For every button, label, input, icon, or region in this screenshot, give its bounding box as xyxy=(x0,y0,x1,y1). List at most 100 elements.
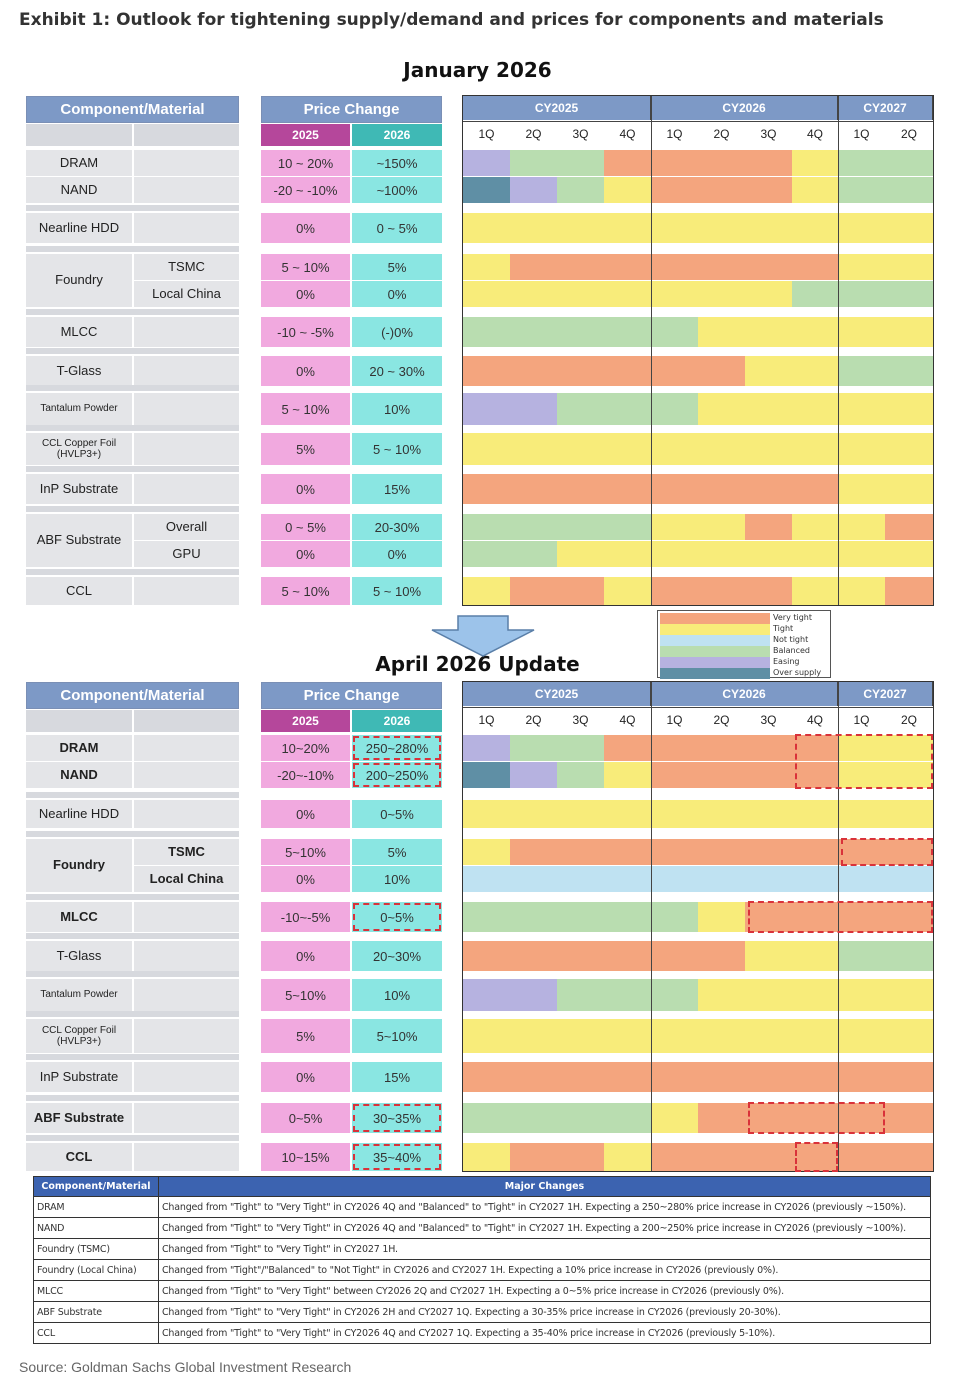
timeline-cell xyxy=(463,1019,510,1053)
price-2025: 0~5% xyxy=(261,1103,350,1133)
year-header: CY2025 xyxy=(463,682,651,706)
timeline-cell xyxy=(604,541,651,567)
timeline-cell xyxy=(698,254,745,280)
timeline-cell xyxy=(463,356,510,386)
timeline-cell xyxy=(651,393,698,425)
price-2025: 0% xyxy=(261,281,350,307)
changes-header-component: Component/Material xyxy=(33,1176,159,1197)
timeline-cell xyxy=(792,941,838,971)
row-subname: TSMC xyxy=(134,254,239,280)
timeline-cell xyxy=(885,281,933,307)
timeline-cell xyxy=(885,577,933,605)
quarter-label: 2Q xyxy=(900,713,917,727)
row-separator xyxy=(26,425,239,431)
timeline-cell xyxy=(885,474,933,504)
row-blank xyxy=(134,941,239,971)
timeline-cell xyxy=(510,1019,557,1053)
change-highlight xyxy=(748,901,933,933)
price-2025: 10~15% xyxy=(261,1143,350,1171)
component-subheader xyxy=(134,124,239,146)
timeline-cell xyxy=(604,213,651,243)
timeline-cell xyxy=(463,1062,510,1092)
legend-label: Over supply xyxy=(773,668,822,677)
price-2025: 0% xyxy=(261,1062,350,1092)
timeline-cell xyxy=(698,941,745,971)
timeline-cell xyxy=(651,866,698,892)
timeline-cell xyxy=(463,735,510,761)
timeline-cell xyxy=(698,800,745,828)
price-2025: 0% xyxy=(261,356,350,386)
timeline-cell xyxy=(792,541,838,567)
timeline-cell xyxy=(885,213,933,243)
changes-table: Component/Material Major Changes DRAM Cha… xyxy=(33,1176,931,1344)
timeline-cell xyxy=(651,1062,698,1092)
timeline-cell xyxy=(557,514,604,540)
timeline-cell xyxy=(510,1143,557,1171)
timeline-cell xyxy=(463,941,510,971)
changes-text: Changed from "Tight" to "Very Tight" in … xyxy=(158,1238,931,1260)
row-name: CCL xyxy=(26,577,132,605)
timeline-cell xyxy=(604,1103,651,1133)
legend-swatch xyxy=(660,613,770,624)
row-name: ABF Substrate xyxy=(26,1103,132,1133)
timeline-cell xyxy=(557,177,604,203)
timeline-cell xyxy=(838,317,885,347)
timeline-cell xyxy=(510,356,557,386)
legend-label: Balanced xyxy=(773,646,810,655)
quarter-label: 1Q xyxy=(478,127,495,141)
price-2025: 5 ~ 10% xyxy=(261,577,350,605)
row-subname: TSMC xyxy=(134,839,239,865)
timeline-cell xyxy=(792,577,838,605)
timeline-cell xyxy=(463,393,510,425)
price-2025: 10~20% xyxy=(261,735,350,761)
quarter-label: 4Q xyxy=(806,713,823,727)
timeline-cell xyxy=(698,979,745,1011)
timeline-cell xyxy=(698,177,745,203)
changes-component: MLCC xyxy=(33,1280,159,1302)
timeline-cell xyxy=(745,254,792,280)
row-blank xyxy=(134,317,239,347)
timeline-cell xyxy=(651,1103,698,1133)
timeline-cell xyxy=(604,902,651,932)
timeline-cell xyxy=(651,281,698,307)
timeline-cell xyxy=(510,839,557,865)
timeline-cell xyxy=(604,177,651,203)
legend: Very tight Tight Not tight Balanced Easing Ov… xyxy=(657,610,831,679)
timeline-cell xyxy=(792,735,838,761)
price-year-2026: 2026 xyxy=(352,710,442,732)
timeline-cell xyxy=(838,1019,885,1053)
exhibit-title: Exhibit 1: Outlook for tightening supply… xyxy=(19,10,884,30)
changes-component: NAND xyxy=(33,1217,159,1239)
timeline-cell xyxy=(510,317,557,347)
timeline-cell xyxy=(557,356,604,386)
changes-text: Changed from "Tight" to "Very Tight" in … xyxy=(158,1196,931,1218)
row-name: Tantalum Powder xyxy=(26,979,132,1011)
change-highlight xyxy=(795,734,933,789)
timeline-cell xyxy=(698,839,745,865)
year-divider xyxy=(651,682,652,1171)
changes-text: Changed from "Tight"/"Balanced" to "Not … xyxy=(158,1259,931,1281)
timeline-cell xyxy=(604,735,651,761)
timeline-cell xyxy=(557,941,604,971)
timeline-cell xyxy=(557,577,604,605)
legend-swatch xyxy=(660,646,770,657)
timeline-cell xyxy=(557,393,604,425)
price-2025: -20~-10% xyxy=(261,762,350,788)
price-2026: 0 ~ 5% xyxy=(352,213,442,243)
timeline-cell xyxy=(698,735,745,761)
changes-row: Foundry (Local China) Changed from "Tight… xyxy=(33,1259,931,1281)
timeline-cell xyxy=(651,433,698,465)
price-2025: 0% xyxy=(261,474,350,504)
timeline-cell xyxy=(604,150,651,176)
timeline-cell xyxy=(510,541,557,567)
component-header: Component/Material xyxy=(26,96,239,123)
timeline-cell xyxy=(745,433,792,465)
timeline-cell xyxy=(745,866,792,892)
timeline-cell xyxy=(838,1062,885,1092)
timeline-cell xyxy=(463,839,510,865)
row-blank xyxy=(134,1062,239,1092)
timeline-cell xyxy=(792,281,838,307)
timeline-cell xyxy=(745,1103,792,1133)
year-header: CY2026 xyxy=(651,682,838,706)
year-header: CY2027 xyxy=(838,682,933,706)
